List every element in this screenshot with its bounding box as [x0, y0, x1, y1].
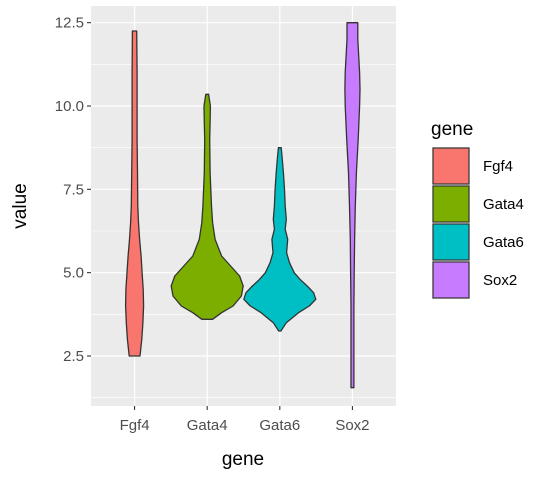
- y-axis-title: value: [10, 183, 31, 228]
- legend-key-gata6: [432, 223, 470, 261]
- legend-label-gata6: Gata6: [483, 234, 524, 251]
- violins: [124, 22, 361, 389]
- violin-sox2: [344, 22, 361, 389]
- violin-gata4: [170, 93, 244, 320]
- legend-label-fgf4: Fgf4: [483, 158, 513, 175]
- x-axis-title: gene: [222, 449, 264, 470]
- x-axis: Fgf4 Gata4 Gata6 Sox2: [120, 406, 370, 434]
- y-tick-label: 2.5: [63, 348, 84, 365]
- y-tick-label: 12.5: [55, 15, 84, 32]
- y-axis: 2.5 5.0 7.5 10.0 12.5: [55, 15, 91, 365]
- legend: gene Fgf4 Gata4 Gata6 Sox2: [431, 119, 524, 299]
- x-tick-label: Sox2: [335, 417, 369, 434]
- x-tick-label: Gata4: [187, 417, 228, 434]
- y-tick-label: 10.0: [55, 98, 84, 115]
- legend-key-fgf4: [432, 147, 470, 185]
- violin-fgf4: [124, 30, 145, 357]
- legend-key-gata4: [432, 185, 470, 223]
- y-tick-label: 5.0: [63, 265, 84, 282]
- violin-gata6: [243, 147, 317, 332]
- legend-label-sox2: Sox2: [483, 272, 517, 289]
- x-tick-label: Fgf4: [120, 417, 150, 434]
- legend-title: gene: [431, 119, 473, 140]
- y-tick-label: 7.5: [63, 181, 84, 198]
- legend-label-gata4: Gata4: [483, 196, 524, 213]
- legend-key-sox2: [432, 261, 470, 299]
- x-tick-label: Gata6: [259, 417, 300, 434]
